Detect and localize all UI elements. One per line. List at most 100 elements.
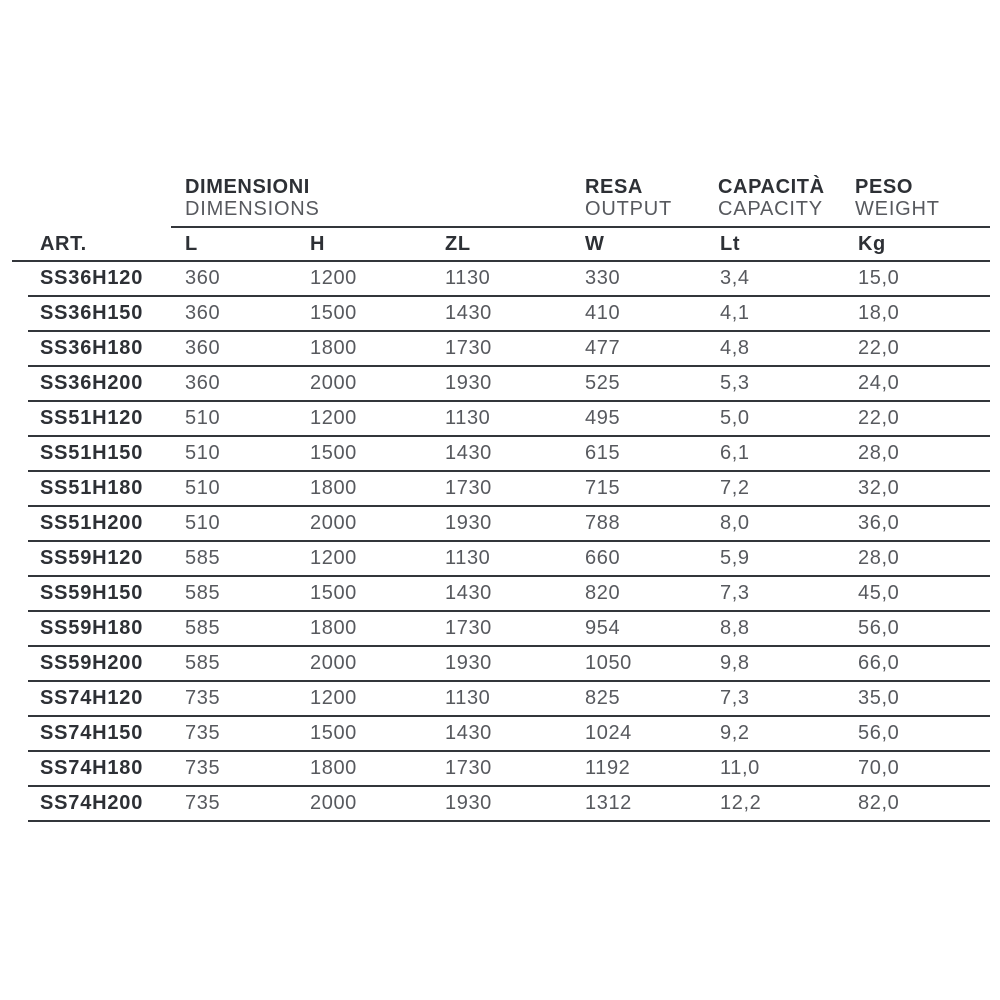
cell-lt: 12,2 [720, 792, 762, 814]
cell-art: SS59H200 [40, 652, 144, 674]
cell-h: 1500 [310, 442, 357, 464]
cell-zl: 1730 [445, 757, 492, 779]
cell-kg: 45,0 [858, 582, 900, 604]
table-row: SS74H120 735 1200 1130 825 7,3 35,0 [12, 682, 990, 715]
row-separator [28, 470, 990, 472]
cell-l: 585 [185, 547, 221, 569]
cell-h: 2000 [310, 792, 357, 814]
cell-kg: 28,0 [858, 442, 900, 464]
cell-kg: 32,0 [858, 477, 900, 499]
cell-h: 2000 [310, 372, 357, 394]
cell-kg: 56,0 [858, 722, 900, 744]
cell-w: 788 [585, 512, 621, 534]
cell-lt: 8,8 [720, 617, 750, 639]
column-header-kg: Kg [858, 232, 886, 255]
cell-art: SS36H200 [40, 372, 144, 394]
cell-w: 330 [585, 267, 621, 289]
cell-h: 1200 [310, 547, 357, 569]
row-separator [28, 505, 990, 507]
table-row: SS74H180 735 1800 1730 1192 11,0 70,0 [12, 752, 990, 785]
table-row: SS36H150 360 1500 1430 410 4,1 18,0 [12, 297, 990, 330]
cell-h: 1500 [310, 302, 357, 324]
table-row: SS51H120 510 1200 1130 495 5,0 22,0 [12, 402, 990, 435]
cell-w: 715 [585, 477, 621, 499]
table-row: SS59H120 585 1200 1130 660 5,9 28,0 [12, 542, 990, 575]
column-header-h: H [310, 232, 326, 255]
cell-kg: 24,0 [858, 372, 900, 394]
group-weight-label-en: WEIGHT [855, 198, 940, 220]
table-row: SS51H200 510 2000 1930 788 8,0 36,0 [12, 507, 990, 540]
cell-lt: 7,3 [720, 582, 750, 604]
table-row: SS59H150 585 1500 1430 820 7,3 45,0 [12, 577, 990, 610]
cell-zl: 1430 [445, 722, 492, 744]
group-header-underline [171, 226, 990, 228]
cell-art: SS36H180 [40, 337, 144, 359]
group-capacity: CAPACITÀ CAPACITY [718, 176, 825, 220]
group-dimensions-label-en: DIMENSIONS [185, 198, 320, 220]
table-row: SS74H150 735 1500 1430 1024 9,2 56,0 [12, 717, 990, 750]
group-capacity-label-en: CAPACITY [718, 198, 823, 220]
cell-zl: 1930 [445, 372, 492, 394]
cell-zl: 1730 [445, 477, 492, 499]
table-row: SS36H120 360 1200 1130 330 3,4 15,0 [12, 262, 990, 295]
cell-lt: 9,2 [720, 722, 750, 744]
table-row: SS74H200 735 2000 1930 1312 12,2 82,0 [12, 787, 990, 820]
row-separator [28, 400, 990, 402]
cell-art: SS51H200 [40, 512, 144, 534]
row-separator [28, 715, 990, 717]
cell-kg: 28,0 [858, 547, 900, 569]
column-header-lt: Lt [720, 232, 741, 255]
cell-h: 1500 [310, 582, 357, 604]
cell-l: 735 [185, 757, 221, 779]
cell-l: 360 [185, 267, 221, 289]
cell-art: SS74H200 [40, 792, 144, 814]
cell-art: SS74H180 [40, 757, 144, 779]
cell-w: 1024 [585, 722, 632, 744]
cell-zl: 1730 [445, 337, 492, 359]
table-row: SS51H150 510 1500 1430 615 6,1 28,0 [12, 437, 990, 470]
cell-zl: 1930 [445, 652, 492, 674]
cell-lt: 7,2 [720, 477, 750, 499]
row-separator [28, 680, 990, 682]
cell-zl: 1130 [445, 687, 491, 709]
cell-art: SS51H150 [40, 442, 144, 464]
cell-lt: 4,8 [720, 337, 750, 359]
column-header-w: W [585, 232, 605, 255]
cell-kg: 70,0 [858, 757, 900, 779]
row-separator [28, 575, 990, 577]
cell-l: 735 [185, 722, 221, 744]
cell-w: 615 [585, 442, 621, 464]
cell-l: 735 [185, 687, 221, 709]
group-output-label-en: OUTPUT [585, 198, 673, 220]
cell-l: 585 [185, 652, 221, 674]
column-header-zl: ZL [445, 232, 471, 255]
cell-h: 1800 [310, 337, 357, 359]
cell-l: 510 [185, 512, 221, 534]
cell-w: 820 [585, 582, 621, 604]
cell-h: 1500 [310, 722, 357, 744]
cell-h: 1200 [310, 687, 357, 709]
cell-l: 510 [185, 477, 221, 499]
table-row: SS59H200 585 2000 1930 1050 9,8 66,0 [12, 647, 990, 680]
cell-h: 1200 [310, 407, 357, 429]
spec-table: DIMENSIONI DIMENSIONS RESA OUTPUT CAPACI… [12, 176, 990, 822]
cell-h: 1800 [310, 477, 357, 499]
cell-kg: 35,0 [858, 687, 900, 709]
cell-h: 2000 [310, 512, 357, 534]
row-separator [28, 645, 990, 647]
cell-lt: 5,9 [720, 547, 750, 569]
row-separator [28, 540, 990, 542]
cell-h: 1200 [310, 267, 357, 289]
cell-l: 585 [185, 582, 221, 604]
cell-w: 525 [585, 372, 621, 394]
cell-lt: 9,8 [720, 652, 750, 674]
cell-l: 360 [185, 302, 221, 324]
cell-kg: 36,0 [858, 512, 900, 534]
cell-lt: 4,1 [720, 302, 750, 324]
group-dimensions: DIMENSIONI DIMENSIONS [185, 176, 320, 220]
cell-l: 360 [185, 337, 221, 359]
cell-kg: 56,0 [858, 617, 900, 639]
cell-lt: 5,0 [720, 407, 750, 429]
cell-art: SS36H150 [40, 302, 144, 324]
cell-w: 825 [585, 687, 621, 709]
